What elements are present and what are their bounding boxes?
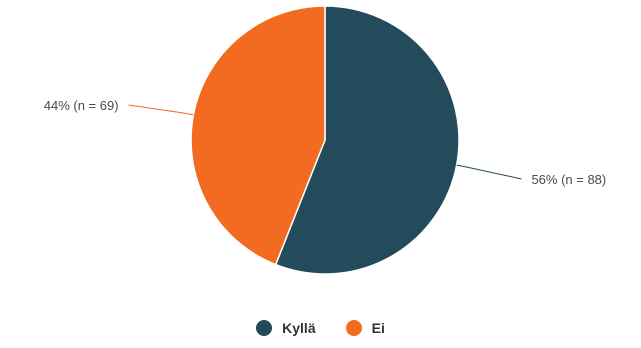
slice-kylla-data-label: 56% (n = 88) xyxy=(531,172,606,187)
pie-data-labels: 56% (n = 88) 44% (n = 69) xyxy=(44,98,606,187)
legend-swatch-kylla xyxy=(256,320,273,336)
slice-ei-data-label: 44% (n = 69) xyxy=(44,98,119,113)
legend-item-ei[interactable]: Ei xyxy=(345,320,385,336)
pie-slice-ei[interactable] xyxy=(190,5,326,266)
chart-legend: Kyllä Ei xyxy=(0,320,641,336)
pie-slices xyxy=(190,5,460,275)
legend-label-kylla: Kyllä xyxy=(282,320,316,336)
legend-item-kylla[interactable]: Kyllä xyxy=(256,320,316,336)
slice-kylla-leader-line xyxy=(456,164,522,180)
pie-chart-canvas: 56% (n = 88) 44% (n = 69) xyxy=(44,5,606,275)
pie-slice-kylla[interactable] xyxy=(274,5,460,275)
slice-ei-leader-line xyxy=(128,104,194,116)
legend-swatch-ei xyxy=(345,320,362,336)
legend-label-ei: Ei xyxy=(371,320,385,336)
